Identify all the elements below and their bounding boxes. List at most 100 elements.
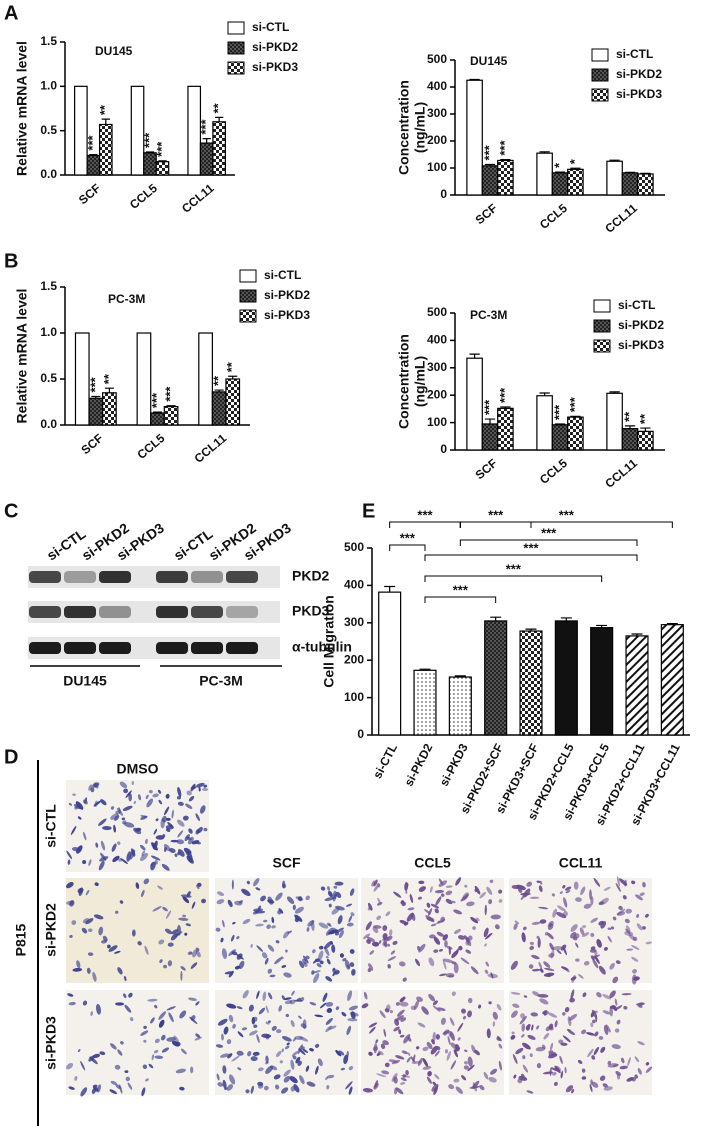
cell	[141, 1087, 146, 1097]
cell	[95, 1003, 101, 1015]
cell	[158, 1011, 167, 1020]
cell	[603, 886, 611, 891]
cell	[139, 853, 149, 861]
cell	[253, 878, 260, 887]
cell	[151, 842, 157, 848]
cell	[612, 916, 617, 921]
column-label: CCL5	[414, 855, 451, 871]
bar	[497, 407, 514, 451]
cell	[300, 1023, 307, 1029]
cell	[115, 910, 119, 914]
cell	[514, 920, 520, 925]
cell	[410, 1056, 416, 1063]
cell	[152, 793, 159, 798]
cell	[241, 888, 251, 897]
cell	[563, 897, 568, 908]
cell	[645, 1066, 653, 1073]
cell	[230, 934, 235, 942]
cell	[129, 849, 136, 860]
cell	[300, 997, 305, 1002]
cell	[467, 1064, 475, 1072]
bar	[413, 669, 437, 736]
cell	[102, 935, 108, 942]
x-tick-label: CCL5	[537, 201, 570, 232]
cell	[220, 1053, 230, 1058]
cell	[538, 885, 543, 893]
cell	[490, 972, 494, 979]
cell	[70, 825, 77, 835]
cell	[162, 834, 166, 838]
cell	[367, 968, 372, 973]
bar	[637, 173, 654, 196]
cell	[280, 1087, 289, 1094]
cell	[74, 1076, 78, 1081]
x-tick-label: SCF	[78, 431, 105, 457]
cell	[543, 1032, 550, 1040]
cell	[165, 793, 170, 799]
panel-letter: A	[4, 2, 18, 24]
cell	[583, 960, 590, 966]
cell	[350, 912, 355, 917]
cell	[592, 958, 599, 969]
cell	[158, 939, 165, 945]
y-tick-label: 0	[440, 442, 447, 456]
cell	[271, 1025, 277, 1031]
significance: **	[621, 411, 636, 422]
micrograph	[66, 990, 209, 1095]
cell	[409, 893, 414, 904]
cell	[624, 918, 630, 924]
cell	[387, 943, 391, 947]
cell	[400, 1082, 406, 1085]
cell	[188, 828, 193, 834]
cell	[556, 905, 566, 912]
cell	[385, 911, 391, 917]
cell	[76, 960, 81, 969]
cell	[395, 1015, 404, 1021]
error-bar	[145, 151, 155, 153]
legend-swatch	[591, 48, 609, 62]
cell	[625, 908, 633, 914]
cell	[108, 945, 118, 952]
y-tick-label: 1.0	[40, 325, 57, 339]
cell	[175, 1068, 187, 1074]
cell	[450, 1042, 458, 1050]
cell	[69, 934, 73, 938]
cell	[281, 965, 287, 968]
error-bar	[554, 423, 566, 425]
cell	[196, 842, 201, 845]
cell	[157, 789, 162, 794]
significance: **	[211, 102, 226, 113]
cell	[250, 1085, 254, 1094]
cell	[252, 1051, 260, 1056]
cell	[536, 880, 541, 883]
cell	[335, 1006, 340, 1011]
cell	[281, 1036, 292, 1042]
cell	[575, 942, 579, 948]
cell	[226, 1003, 237, 1009]
cell	[539, 919, 547, 924]
cell	[622, 895, 627, 900]
cell	[123, 822, 135, 828]
bar	[150, 412, 165, 426]
significance: ***	[481, 399, 496, 415]
cell	[453, 1049, 459, 1058]
cell	[637, 1041, 645, 1046]
y-axis-label: (ng/mL)	[412, 102, 428, 153]
cell	[222, 919, 225, 928]
cell	[305, 1065, 310, 1072]
cell	[215, 1044, 224, 1048]
cell	[135, 882, 140, 890]
cell	[187, 997, 197, 1001]
cell	[523, 926, 527, 931]
cell	[377, 1050, 384, 1056]
cell	[550, 1042, 554, 1051]
cell	[311, 949, 316, 954]
cell	[433, 949, 439, 953]
cell	[570, 931, 577, 939]
cell	[114, 815, 120, 821]
legend-swatch	[591, 88, 609, 102]
chart-title: PC-3M	[108, 292, 145, 306]
cell	[236, 936, 240, 940]
column-label: DMSO	[117, 761, 159, 777]
cell	[635, 894, 643, 901]
